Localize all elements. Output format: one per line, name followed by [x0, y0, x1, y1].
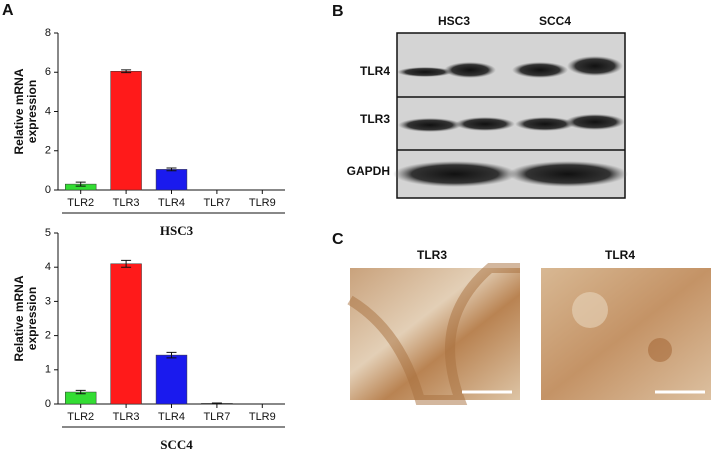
panel-label: B	[332, 3, 344, 20]
error-bar	[121, 69, 132, 74]
y-axis-label: expression	[25, 80, 39, 143]
error-bar	[75, 181, 86, 187]
bar	[110, 71, 142, 191]
error-bar	[75, 389, 86, 395]
image-label: TLR3	[417, 248, 447, 262]
y-axis-label: expression	[25, 287, 39, 350]
x-tick-label: TLR9	[249, 197, 276, 209]
x-tick-label: TLR4	[158, 197, 185, 209]
x-axis-label: HSC3	[160, 223, 194, 238]
error-bar	[121, 259, 132, 268]
y-tick-label: 0	[45, 398, 51, 410]
blot	[393, 32, 628, 199]
bar	[110, 263, 142, 405]
ihc-image	[541, 268, 711, 400]
y-tick-label: 8	[45, 27, 51, 39]
panel-label: A	[2, 2, 14, 19]
bar	[155, 169, 188, 191]
error-bar	[211, 402, 222, 405]
x-tick-label: TLR2	[67, 197, 94, 209]
panel-label: C	[332, 231, 344, 248]
y-tick-label: 1	[45, 364, 51, 376]
x-tick-label: TLR7	[203, 411, 230, 423]
x-tick-label: TLR3	[113, 197, 140, 209]
y-axis-label: Relative mRNA	[12, 275, 26, 361]
y-tick-label: 5	[45, 227, 51, 239]
error-bar	[166, 351, 177, 359]
y-tick-label: 6	[45, 66, 51, 78]
x-tick-label: TLR4	[158, 411, 185, 423]
y-axis-label: Relative mRNA	[12, 68, 26, 154]
bar	[155, 354, 188, 405]
y-tick-label: 2	[45, 145, 51, 157]
y-tick-label: 4	[45, 261, 51, 273]
image-label: TLR4	[605, 248, 635, 262]
y-tick-label: 0	[45, 184, 51, 196]
y-tick-label: 3	[45, 295, 51, 307]
x-tick-label: TLR9	[249, 411, 276, 423]
column-label: SCC4	[539, 14, 571, 28]
ihc-image	[347, 263, 520, 405]
x-tick-label: TLR3	[113, 411, 140, 423]
error-bar	[166, 167, 177, 172]
row-label: GAPDH	[347, 164, 390, 178]
x-axis-label: SCC4	[160, 437, 193, 452]
y-tick-label: 2	[45, 330, 51, 342]
x-tick-label: TLR2	[67, 411, 94, 423]
y-tick-label: 4	[45, 105, 51, 117]
x-tick-label: TLR7	[203, 197, 230, 209]
row-label: TLR4	[360, 64, 390, 78]
row-label: TLR3	[360, 112, 390, 126]
column-label: HSC3	[438, 14, 470, 28]
